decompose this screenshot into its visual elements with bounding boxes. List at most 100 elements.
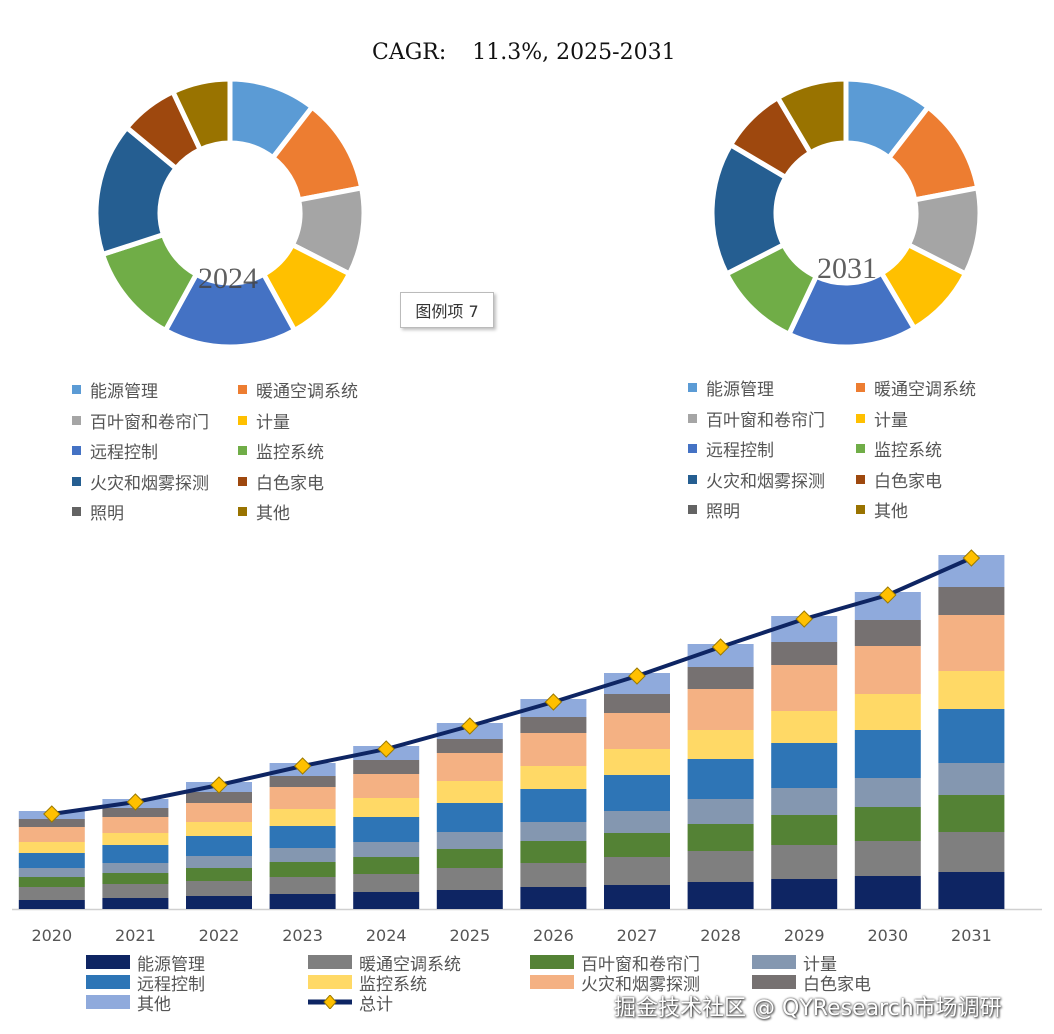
bar-2030-series-6[interactable]: [854, 694, 921, 730]
bar-2027-series-3[interactable]: [604, 833, 670, 857]
bar-2024-series-6[interactable]: [353, 798, 420, 817]
bar-2022-series-6[interactable]: [186, 822, 252, 836]
total-marker-2022[interactable]: [210, 776, 228, 794]
bar-2024-series-7[interactable]: [353, 774, 420, 798]
bar-2026-series-6[interactable]: [520, 766, 587, 789]
bar-2023-series-3[interactable]: [269, 862, 336, 877]
donut-2024-legend-item[interactable]: 其他: [238, 499, 290, 524]
bar-2022-series-3[interactable]: [186, 868, 252, 881]
bar-2028-series-6[interactable]: [687, 730, 754, 759]
donut-2024-legend-item[interactable]: 白色家电: [238, 469, 324, 494]
bar-legend-item[interactable]: 远程控制: [86, 972, 205, 995]
bar-2029-series-4[interactable]: [771, 788, 838, 815]
bar-2027-series-5[interactable]: [604, 775, 670, 811]
donut-2031-legend-item[interactable]: 暖通空调系统: [856, 375, 976, 400]
total-marker-2023[interactable]: [293, 757, 312, 775]
bar-2021-series-6[interactable]: [102, 833, 169, 845]
bar-2028-series-1[interactable]: [687, 882, 754, 909]
bar-2025-series-4[interactable]: [436, 832, 503, 849]
donut-2031-legend-item[interactable]: 监控系统: [856, 436, 942, 461]
bar-2021-series-7[interactable]: [102, 817, 169, 833]
bar-2029-series-1[interactable]: [771, 879, 838, 909]
donut-2031-legend-item[interactable]: 能源管理: [688, 375, 774, 400]
donut-2031-legend-item[interactable]: 白色家电: [856, 467, 942, 492]
bar-legend-item[interactable]: 百叶窗和卷帘门: [530, 952, 700, 975]
total-marker-2030[interactable]: [879, 586, 897, 604]
bar-legend-item[interactable]: 其他: [86, 992, 171, 1015]
bar-2031-series-2[interactable]: [938, 832, 1005, 872]
bar-2031-series-4[interactable]: [938, 763, 1005, 795]
bar-2022-series-8[interactable]: [186, 792, 252, 803]
bar-2026-series-2[interactable]: [520, 863, 587, 887]
bar-2031-series-7[interactable]: [938, 615, 1005, 671]
donut-2024-legend-item[interactable]: 照明: [72, 499, 124, 524]
bar-2025-series-2[interactable]: [436, 868, 503, 890]
donut-slice-10[interactable]: [169, 76, 233, 153]
donut-slice-10[interactable]: [774, 76, 849, 157]
bar-2021-series-2[interactable]: [102, 884, 169, 898]
donut-2024-legend-item[interactable]: 火灾和烟雾探测: [72, 469, 209, 494]
bar-2020-series-6[interactable]: [18, 842, 85, 853]
bar-2026-series-7[interactable]: [520, 733, 587, 766]
donut-2031-legend-item[interactable]: 火灾和烟雾探测: [688, 467, 825, 492]
bar-2027-series-7[interactable]: [604, 713, 670, 749]
bar-2021-series-3[interactable]: [102, 873, 169, 884]
bar-2029-series-8[interactable]: [771, 642, 838, 665]
total-marker-2020[interactable]: [43, 805, 61, 823]
bar-2024-series-3[interactable]: [353, 857, 420, 874]
bar-2029-series-3[interactable]: [771, 815, 838, 845]
bar-2023-series-2[interactable]: [269, 877, 336, 894]
bar-2028-series-2[interactable]: [687, 851, 754, 882]
bar-2020-series-8[interactable]: [18, 819, 85, 827]
bar-2029-series-6[interactable]: [771, 711, 838, 743]
bar-2022-series-7[interactable]: [186, 803, 252, 822]
bar-2026-series-5[interactable]: [520, 789, 587, 822]
bar-2030-series-7[interactable]: [854, 646, 921, 694]
bar-2025-series-5[interactable]: [436, 803, 503, 832]
bar-legend-item[interactable]: 监控系统: [308, 972, 427, 995]
bar-2022-series-1[interactable]: [186, 896, 252, 909]
bar-2024-series-4[interactable]: [353, 842, 420, 857]
bar-2030-series-5[interactable]: [854, 730, 921, 778]
bar-2029-series-2[interactable]: [771, 845, 838, 879]
bar-2027-series-8[interactable]: [604, 694, 670, 713]
bar-2028-series-3[interactable]: [687, 824, 754, 851]
bar-2024-series-5[interactable]: [353, 817, 420, 842]
donut-2024-legend-item[interactable]: 能源管理: [72, 377, 158, 402]
bar-2023-series-4[interactable]: [269, 848, 336, 862]
bar-2023-series-1[interactable]: [269, 894, 336, 909]
bar-2020-series-4[interactable]: [18, 868, 85, 877]
bar-2028-series-4[interactable]: [687, 799, 754, 824]
bar-2024-series-2[interactable]: [353, 874, 420, 892]
bar-2020-series-7[interactable]: [18, 827, 85, 842]
donut-2024-legend-item[interactable]: 暖通空调系统: [238, 377, 358, 402]
bar-2023-series-6[interactable]: [269, 809, 336, 826]
bar-2031-series-6[interactable]: [938, 671, 1005, 709]
bar-legend-item[interactable]: 火灾和烟雾探测: [530, 972, 700, 995]
bar-2022-series-4[interactable]: [186, 856, 252, 868]
donut-2024-legend-item[interactable]: 监控系统: [238, 438, 324, 463]
bar-2031-series-5[interactable]: [938, 709, 1005, 763]
bar-2026-series-8[interactable]: [520, 717, 587, 733]
bar-2023-series-5[interactable]: [269, 826, 336, 848]
bar-2025-series-3[interactable]: [436, 849, 503, 868]
bar-2021-series-5[interactable]: [102, 845, 169, 863]
total-marker-2021[interactable]: [126, 793, 145, 811]
bar-legend-item[interactable]: 白色家电: [752, 972, 871, 995]
total-marker-2025[interactable]: [461, 717, 479, 735]
donut-2024-legend-item[interactable]: 远程控制: [72, 438, 158, 463]
bar-2027-series-2[interactable]: [604, 857, 670, 885]
total-marker-2029[interactable]: [795, 610, 813, 628]
donut-2024-legend-item[interactable]: 百叶窗和卷帘门: [72, 408, 209, 433]
bar-2022-series-2[interactable]: [186, 881, 252, 896]
bar-2023-series-8[interactable]: [269, 776, 336, 787]
bar-2020-series-5[interactable]: [18, 853, 85, 868]
bar-legend-item[interactable]: 总计: [308, 992, 393, 1015]
bar-2028-series-8[interactable]: [687, 667, 754, 689]
bar-2027-series-6[interactable]: [604, 749, 670, 775]
total-marker-2026[interactable]: [544, 693, 563, 711]
bar-2020-series-1[interactable]: [18, 900, 85, 909]
bar-2030-series-1[interactable]: [854, 876, 921, 909]
bar-2026-series-3[interactable]: [520, 841, 587, 863]
bar-2029-series-7[interactable]: [771, 665, 838, 711]
